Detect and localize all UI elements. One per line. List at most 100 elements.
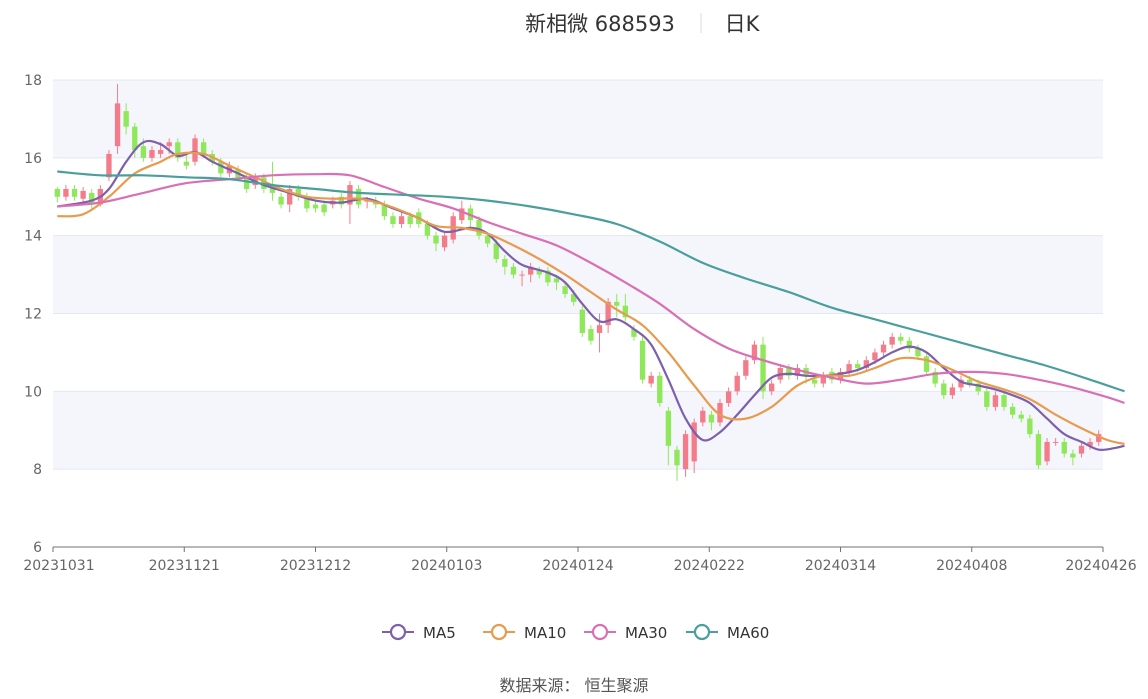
line-ma60 xyxy=(57,170,1125,393)
candle xyxy=(1009,403,1016,419)
y-tick-label: 10 xyxy=(24,384,42,400)
candle xyxy=(768,379,775,396)
candle-body xyxy=(321,204,327,213)
candle-body xyxy=(1018,414,1024,419)
legend-item-ma30[interactable]: MA30 xyxy=(584,623,667,642)
candle-body xyxy=(1070,453,1076,458)
x-tick-label: 20240222 xyxy=(674,558,745,574)
candle-body xyxy=(639,340,646,380)
candle xyxy=(1061,438,1067,458)
candle xyxy=(1001,391,1007,411)
candle xyxy=(1052,438,1059,446)
candle-body xyxy=(691,422,697,462)
candle xyxy=(192,134,198,166)
chart-title-period: 日K xyxy=(725,12,761,36)
candle-body xyxy=(338,196,344,205)
candle-body xyxy=(166,142,172,147)
candle xyxy=(743,356,749,380)
candle xyxy=(1087,438,1093,450)
legend-label: MA5 xyxy=(423,624,456,642)
candle-body xyxy=(140,146,147,158)
candle-body xyxy=(743,360,749,376)
candle-body xyxy=(407,216,413,224)
candle-body xyxy=(1078,445,1085,454)
y-tick-label: 6 xyxy=(33,540,42,556)
candle xyxy=(725,387,732,407)
candle-body xyxy=(536,270,542,275)
candle xyxy=(863,356,869,372)
x-tick-label: 20240426 xyxy=(1065,558,1136,574)
candle-body xyxy=(846,364,852,372)
candle-body xyxy=(527,266,534,275)
band xyxy=(53,80,1103,158)
candle-body xyxy=(949,387,956,396)
candle-body xyxy=(484,235,491,244)
grid-lines xyxy=(53,79,1103,470)
candle-body xyxy=(648,375,654,384)
candle xyxy=(1035,430,1042,470)
candle-body xyxy=(493,243,499,260)
candle-body xyxy=(1027,418,1033,435)
candle-body xyxy=(80,190,86,199)
candle-body xyxy=(622,305,629,318)
candle xyxy=(898,332,904,345)
legend-circle-icon xyxy=(389,623,407,641)
candle xyxy=(510,262,517,279)
legend-item-ma10[interactable]: MA10 xyxy=(483,623,566,642)
candle-body xyxy=(898,336,904,341)
candle-body xyxy=(183,161,190,166)
candle xyxy=(682,430,689,477)
x-tick-label: 20231121 xyxy=(149,558,220,574)
candle xyxy=(614,294,620,318)
candle xyxy=(734,371,740,396)
y-tick-label: 16 xyxy=(24,151,42,167)
candle-body xyxy=(562,286,568,295)
candle-body xyxy=(347,185,353,205)
candle-body xyxy=(1001,395,1007,407)
candle xyxy=(502,255,508,275)
candle xyxy=(390,212,396,228)
candle-body xyxy=(984,391,990,407)
x-tick-label: 20240408 xyxy=(936,558,1007,574)
legend[interactable]: MA5 MA10 MA30 MA60 xyxy=(382,623,769,642)
candle-body xyxy=(243,177,250,189)
legend-item-ma60[interactable]: MA60 xyxy=(686,623,769,642)
candle-body xyxy=(510,266,517,275)
candle xyxy=(398,212,405,228)
candle-body xyxy=(398,216,405,224)
chart-title-stock: 新相微 688593 xyxy=(525,12,675,36)
legend-item-ma5[interactable]: MA5 xyxy=(382,623,456,642)
candle xyxy=(123,103,129,135)
candle xyxy=(889,332,895,349)
candle xyxy=(880,340,887,357)
legend-circle-icon xyxy=(591,623,609,641)
candle xyxy=(545,266,551,287)
y-tick-label: 18 xyxy=(24,73,42,89)
candle-body xyxy=(665,410,672,446)
candle xyxy=(536,266,542,279)
candle-body xyxy=(734,375,740,392)
candle xyxy=(278,192,284,209)
candle xyxy=(958,375,964,392)
candle-body xyxy=(1087,441,1093,446)
candle-body xyxy=(502,259,508,267)
candle-body xyxy=(89,192,95,205)
candle xyxy=(347,181,353,224)
candle-body xyxy=(794,367,801,376)
candle-body xyxy=(218,161,224,174)
line-ma10 xyxy=(57,151,1125,445)
candle xyxy=(941,379,947,400)
candle-body xyxy=(760,344,766,392)
candle-body xyxy=(657,375,663,404)
candle xyxy=(312,200,319,213)
legend-circle-icon xyxy=(693,623,711,641)
candle-body xyxy=(295,188,301,197)
candle-body xyxy=(1061,441,1067,454)
band xyxy=(53,391,1103,470)
candle-body xyxy=(812,379,818,384)
candle-body xyxy=(71,188,78,197)
candle-body xyxy=(863,360,869,368)
candle-body xyxy=(545,270,551,283)
candle xyxy=(932,367,938,388)
